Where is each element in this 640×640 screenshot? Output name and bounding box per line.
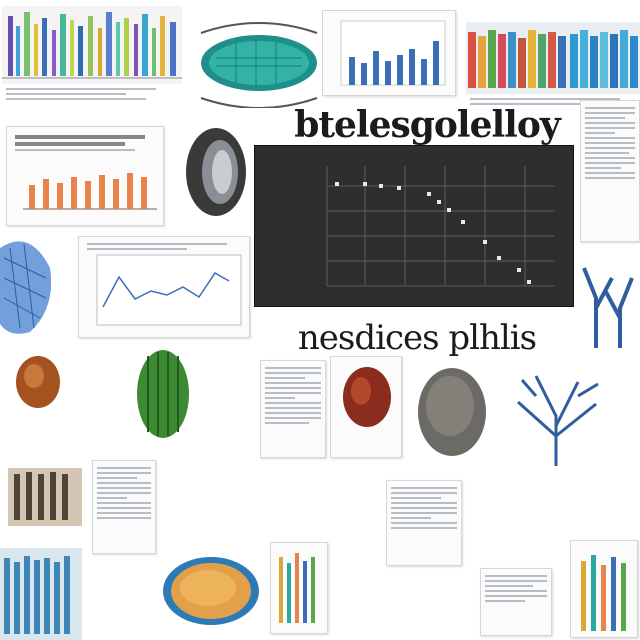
text-panel: [580, 100, 640, 242]
caption-lines: [470, 98, 630, 108]
gray-stone-illustration: [410, 362, 492, 462]
bar-chart-thumbnail: [322, 10, 456, 96]
chart-tile: [270, 542, 328, 634]
red-seed-illustration: [330, 356, 402, 458]
teal-cell-art: [196, 18, 322, 108]
branching-coral-art: [498, 366, 614, 466]
text-card: [260, 360, 326, 458]
text-card: [480, 568, 552, 636]
orange-cell-illustration: [158, 548, 264, 634]
colored-stripes-art: [466, 22, 640, 94]
cactus-illustration: [132, 344, 194, 444]
chart-tile: [570, 540, 638, 638]
branching-coral-art: [576, 248, 640, 348]
headline-text: btelesgolelloy: [294, 104, 561, 146]
caption-lines: [6, 88, 166, 103]
blue-coral-art: [0, 228, 56, 338]
tire-illustration: [182, 124, 250, 220]
subheadline-text: nesdices plhlis: [297, 318, 537, 358]
striped-bars-art: [2, 6, 182, 84]
line-chart-thumbnail: [78, 236, 250, 338]
text-card: [92, 460, 156, 554]
scatter-plot: [254, 145, 574, 307]
striped-bars-art: [0, 548, 82, 640]
text-card: [386, 480, 462, 566]
seed-illustration: [6, 344, 66, 414]
orange-bar-chart: [6, 126, 164, 226]
layered-rock-art: [8, 468, 82, 526]
